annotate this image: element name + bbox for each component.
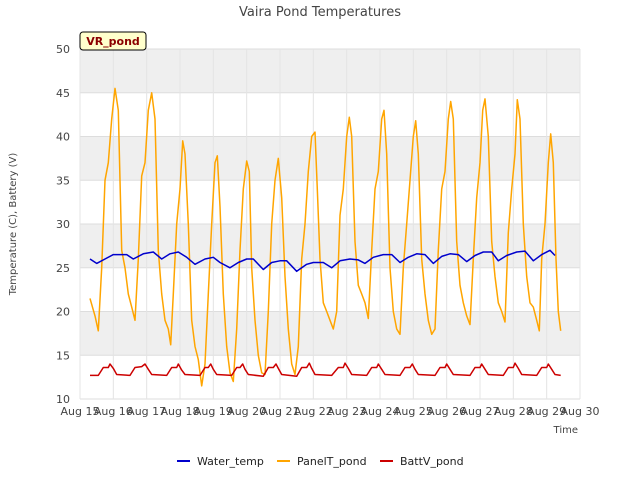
x-axis-label: Time <box>553 425 578 436</box>
x-tick-label: Aug 26 <box>427 405 466 418</box>
legend-label: Water_temp <box>197 455 264 468</box>
y-tick-label: 20 <box>56 306 70 319</box>
y-tick-label: 40 <box>56 131 70 144</box>
x-tick-label: Aug 18 <box>161 405 200 418</box>
x-tick-label: Aug 25 <box>394 405 433 418</box>
plot-band <box>80 136 580 181</box>
station-badge-box <box>79 31 147 51</box>
x-tick-label: Aug 15 <box>61 405 100 418</box>
series-line-panelt-pond <box>89 87 562 387</box>
y-tick-label: 25 <box>56 262 70 275</box>
y-tick-labels: 10 15 20 25 30 35 40 45 50 <box>56 43 70 406</box>
legend-label: PanelT_pond <box>297 455 367 468</box>
x-tick-label: Aug 19 <box>194 405 233 418</box>
series-line-water-temp <box>89 249 556 273</box>
x-tick-label: Aug 27 <box>461 405 500 418</box>
chart-title: Vaira Pond Temperatures <box>239 5 401 20</box>
x-tick-label: Aug 29 <box>527 405 566 418</box>
y-tick-label: 30 <box>56 218 70 231</box>
series-line-battv-pond <box>90 362 561 378</box>
series-layer <box>89 87 562 387</box>
station-badge-label: VR_pond <box>86 35 140 48</box>
y-tick-label: 45 <box>56 87 70 100</box>
x-tick-label: Aug 28 <box>494 405 533 418</box>
y-tick-label: 10 <box>56 393 70 406</box>
x-tick-label: Aug 22 <box>294 405 333 418</box>
x-tick-label: Aug 24 <box>361 405 400 418</box>
gridlines <box>79 48 581 400</box>
y-tick-label: 35 <box>56 174 70 187</box>
x-tick-label: Aug 17 <box>127 405 166 418</box>
x-tick-label: Aug 21 <box>261 405 300 418</box>
x-tick-label: Aug 23 <box>327 405 366 418</box>
x-tick-label: Aug 20 <box>227 405 266 418</box>
x-tick-label: Aug 16 <box>94 405 133 418</box>
station-badge: VR_pond <box>79 31 147 51</box>
legend-label: BattV_pond <box>400 455 464 468</box>
legend: Water_temp PanelT_pond BattV_pond <box>177 455 464 468</box>
plot-band <box>80 49 580 93</box>
y-tick-label: 15 <box>56 349 70 362</box>
x-tick-label: Aug 30 <box>561 405 600 418</box>
plot-band <box>80 224 580 268</box>
y-axis-label: Temperature (C), Battery (V) <box>8 153 19 297</box>
y-tick-label: 50 <box>56 43 70 56</box>
